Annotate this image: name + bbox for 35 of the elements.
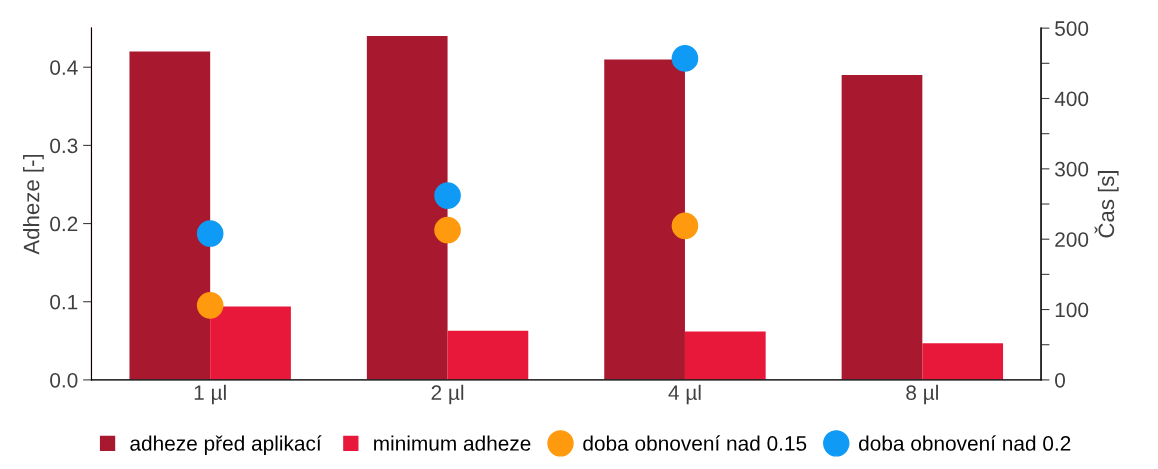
- point: [671, 45, 699, 72]
- bar: [210, 306, 291, 380]
- y2-axis-title: Čas [s]: [1094, 171, 1119, 238]
- point: [196, 292, 224, 319]
- bar: [841, 75, 923, 380]
- y2-tick-label: 300: [1055, 161, 1089, 177]
- y2-tick-label: 0: [1055, 372, 1066, 388]
- y2-tick-label: 200: [1055, 232, 1089, 247]
- y-axis-title: Adheze [-]: [23, 154, 44, 255]
- legend-label: doba obnovení nad 0.2: [859, 435, 1071, 451]
- bar: [922, 343, 1004, 380]
- x-tick-label: 8 µl: [906, 384, 938, 405]
- point: [196, 220, 224, 247]
- bar: [447, 330, 529, 380]
- bar: [684, 331, 766, 380]
- legend-label: adheze před aplikací: [130, 435, 322, 455]
- x-tick-label: 1 µl: [194, 384, 226, 405]
- y-tick-label: 0.3: [50, 138, 78, 154]
- y-tick-label: 0.4: [50, 60, 78, 75]
- x-tick-label: 2 µl: [431, 384, 464, 405]
- legend-label: minimum adheze: [374, 435, 531, 451]
- legend-label: doba obnovení nad 0.15: [583, 435, 807, 451]
- y-tick-label: 0.2: [50, 216, 78, 232]
- y2-tick-label: 100: [1055, 302, 1089, 318]
- bar: [366, 35, 448, 380]
- point: [434, 216, 461, 244]
- bar: [604, 59, 685, 380]
- x-tick-label: 4 µl: [668, 384, 701, 405]
- point: [671, 212, 699, 240]
- bar: [129, 51, 211, 380]
- y-tick-label: 0.0: [50, 372, 78, 388]
- y-tick-label: 0.1: [50, 294, 78, 310]
- y2-tick-label: 500: [1055, 21, 1089, 36]
- y2-tick-label: 400: [1054, 91, 1089, 107]
- point: [434, 182, 461, 209]
